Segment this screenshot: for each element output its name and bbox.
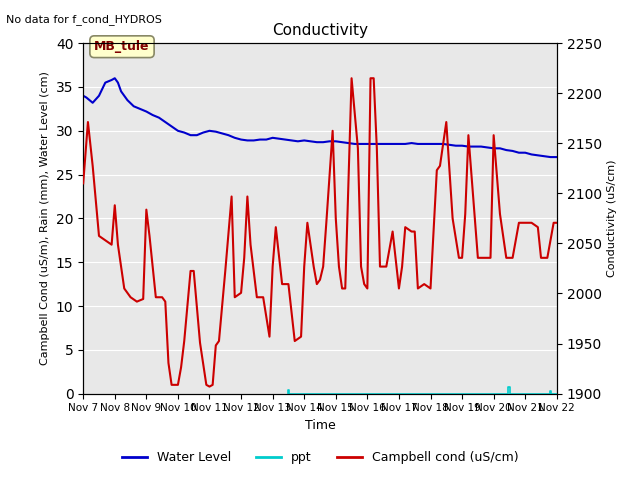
Y-axis label: Campbell Cond (uS/m), Rain (mm), Water Level (cm): Campbell Cond (uS/m), Rain (mm), Water L… [40, 72, 51, 365]
Title: Conductivity: Conductivity [272, 23, 368, 38]
Text: No data for f_cond_HYDROS: No data for f_cond_HYDROS [6, 14, 163, 25]
Text: MB_tule: MB_tule [94, 40, 150, 53]
Legend: Water Level, ppt, Campbell cond (uS/cm): Water Level, ppt, Campbell cond (uS/cm) [116, 446, 524, 469]
Y-axis label: Conductivity (uS/cm): Conductivity (uS/cm) [607, 160, 618, 277]
X-axis label: Time: Time [305, 419, 335, 432]
